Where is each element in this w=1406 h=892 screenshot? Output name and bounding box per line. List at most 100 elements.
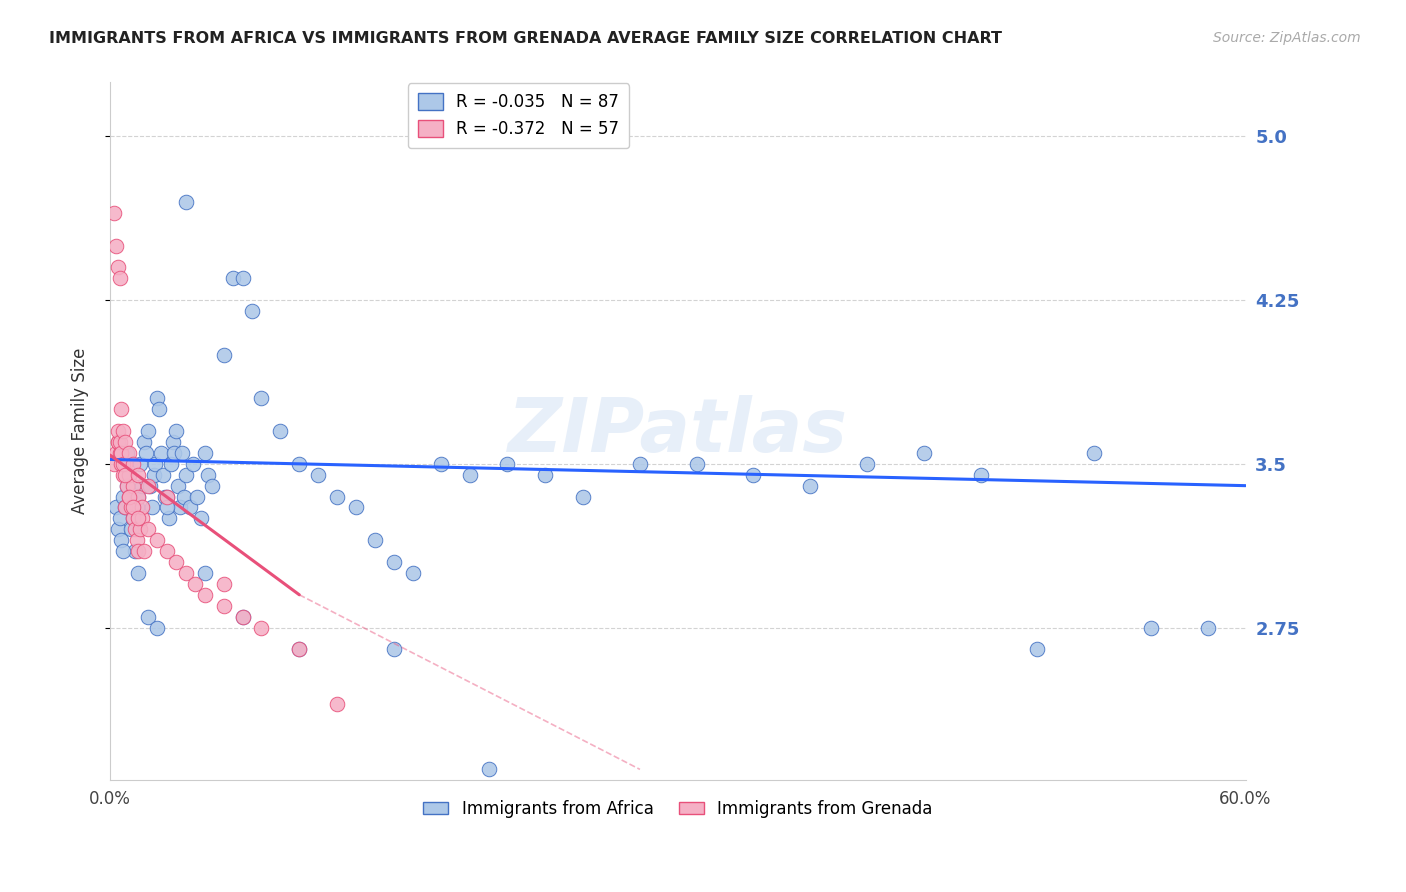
Point xyxy=(212,577,235,591)
Point xyxy=(125,500,148,515)
Point xyxy=(127,566,149,580)
Point xyxy=(288,457,311,471)
Point xyxy=(129,522,152,536)
Point xyxy=(118,446,141,460)
Point xyxy=(108,511,131,525)
Point xyxy=(120,522,142,536)
Point xyxy=(174,194,197,209)
Text: ZIPatlas: ZIPatlas xyxy=(508,394,848,467)
Point xyxy=(477,763,499,777)
Point xyxy=(197,467,219,482)
Point xyxy=(108,446,131,460)
Point xyxy=(212,599,235,613)
Point xyxy=(194,566,217,580)
Point xyxy=(183,457,205,471)
Point xyxy=(114,467,136,482)
Point xyxy=(232,271,254,285)
Point xyxy=(799,478,821,492)
Point xyxy=(127,511,149,525)
Point xyxy=(104,238,127,252)
Point xyxy=(1140,621,1163,635)
Point xyxy=(162,435,184,450)
Point xyxy=(121,500,143,515)
Point xyxy=(496,457,519,471)
Point xyxy=(108,271,131,285)
Point xyxy=(127,490,149,504)
Point xyxy=(856,457,879,471)
Point xyxy=(135,446,157,460)
Point xyxy=(153,490,176,504)
Point xyxy=(110,533,132,548)
Point xyxy=(1083,446,1105,460)
Point xyxy=(110,457,132,471)
Point xyxy=(458,467,481,482)
Point xyxy=(115,446,138,460)
Point xyxy=(112,467,135,482)
Point xyxy=(134,544,156,558)
Point xyxy=(232,609,254,624)
Point xyxy=(364,533,387,548)
Point xyxy=(103,206,125,220)
Point xyxy=(118,467,141,482)
Point xyxy=(112,424,135,438)
Point xyxy=(212,348,235,362)
Point xyxy=(121,511,143,525)
Point xyxy=(148,402,170,417)
Point xyxy=(222,271,245,285)
Point xyxy=(156,500,179,515)
Point xyxy=(127,544,149,558)
Point xyxy=(307,467,329,482)
Point xyxy=(124,544,146,558)
Point xyxy=(1197,621,1219,635)
Point xyxy=(156,490,179,504)
Point xyxy=(190,511,212,525)
Point xyxy=(288,642,311,657)
Point xyxy=(112,457,135,471)
Point xyxy=(250,392,273,406)
Point xyxy=(136,609,159,624)
Point xyxy=(152,467,174,482)
Point xyxy=(107,435,129,450)
Point xyxy=(232,609,254,624)
Point xyxy=(430,457,453,471)
Point xyxy=(156,544,179,558)
Point xyxy=(121,478,143,492)
Point xyxy=(120,500,142,515)
Point xyxy=(108,435,131,450)
Point xyxy=(165,424,187,438)
Point xyxy=(344,500,367,515)
Point xyxy=(115,478,138,492)
Point xyxy=(121,511,143,525)
Point xyxy=(103,457,125,471)
Point xyxy=(534,467,557,482)
Point xyxy=(157,511,180,525)
Point xyxy=(156,490,179,504)
Text: Source: ZipAtlas.com: Source: ZipAtlas.com xyxy=(1213,31,1361,45)
Point xyxy=(159,457,181,471)
Point xyxy=(104,500,127,515)
Point xyxy=(382,555,405,569)
Point xyxy=(114,457,136,471)
Point xyxy=(107,522,129,536)
Point xyxy=(107,424,129,438)
Point xyxy=(686,457,709,471)
Point xyxy=(146,392,169,406)
Point xyxy=(124,522,146,536)
Point xyxy=(136,424,159,438)
Point xyxy=(201,478,224,492)
Legend: Immigrants from Africa, Immigrants from Grenada: Immigrants from Africa, Immigrants from … xyxy=(416,793,939,824)
Point xyxy=(114,500,136,515)
Point xyxy=(402,566,425,580)
Point xyxy=(118,490,141,504)
Point xyxy=(742,467,765,482)
Point xyxy=(114,435,136,450)
Y-axis label: Average Family Size: Average Family Size xyxy=(72,348,89,515)
Point xyxy=(163,446,186,460)
Point xyxy=(127,490,149,504)
Point xyxy=(141,500,163,515)
Point xyxy=(170,446,193,460)
Point xyxy=(131,478,153,492)
Text: IMMIGRANTS FROM AFRICA VS IMMIGRANTS FROM GRENADA AVERAGE FAMILY SIZE CORRELATIO: IMMIGRANTS FROM AFRICA VS IMMIGRANTS FRO… xyxy=(49,31,1002,46)
Point xyxy=(131,511,153,525)
Point xyxy=(269,424,291,438)
